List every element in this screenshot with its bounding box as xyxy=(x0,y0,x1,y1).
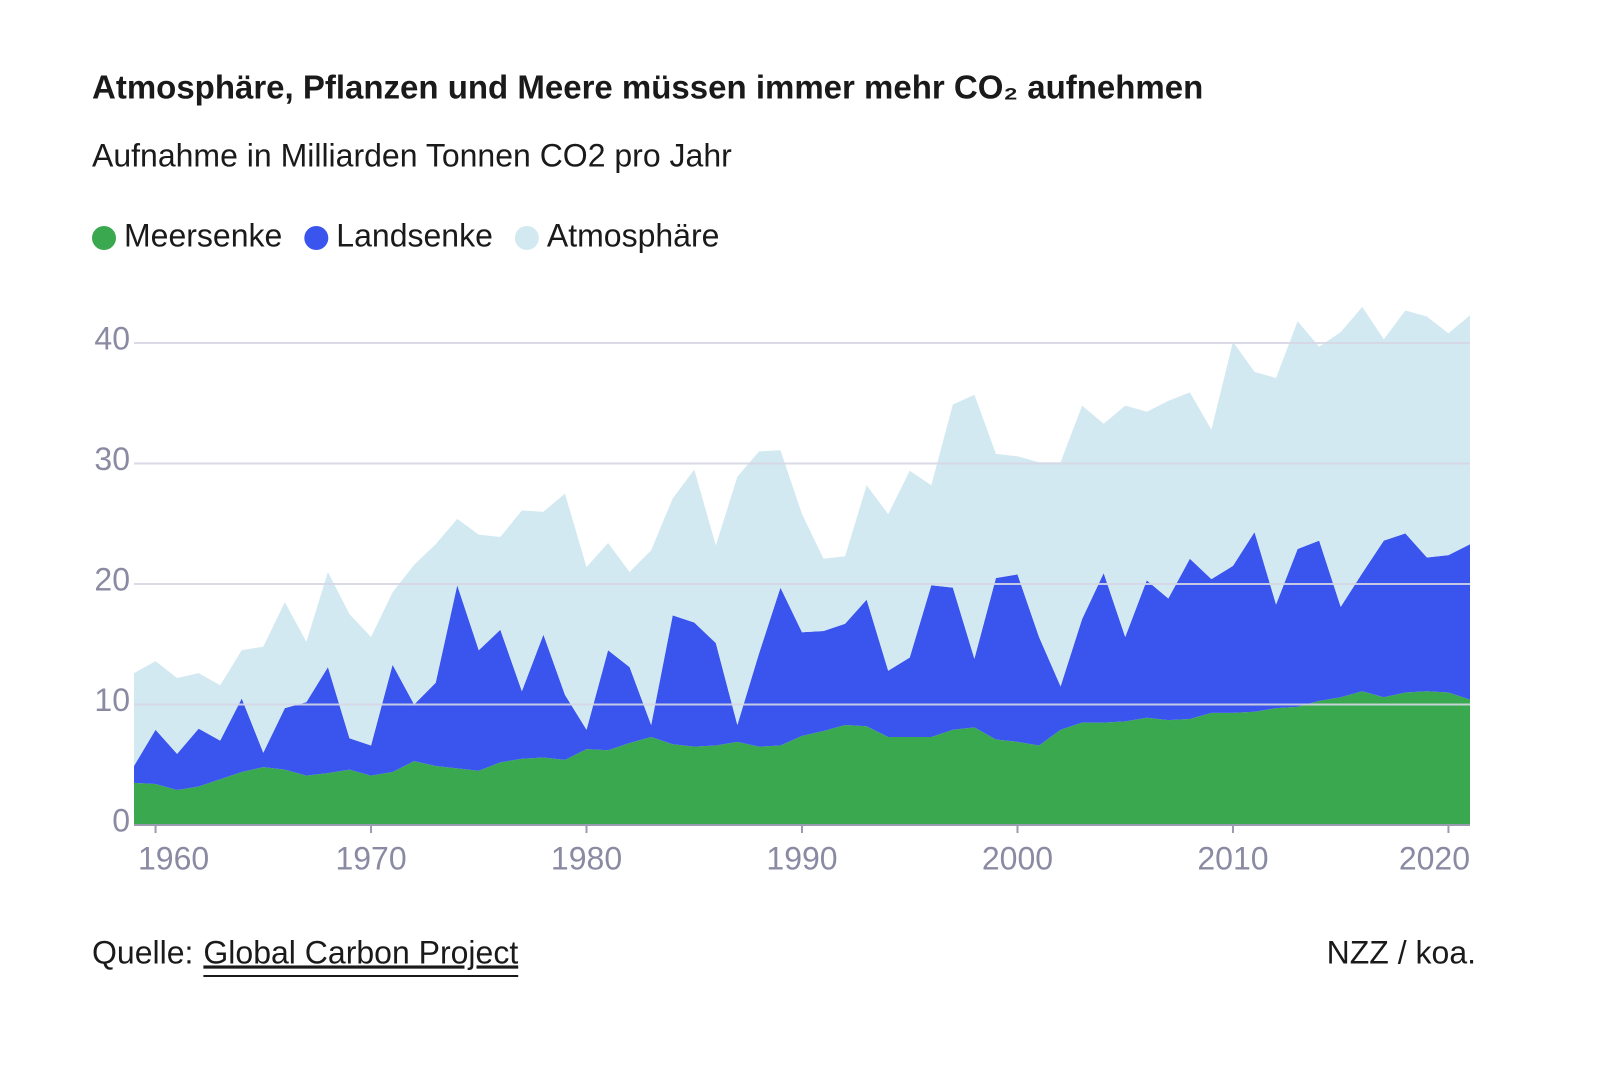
legend-label: Meersenke xyxy=(124,217,282,253)
area xyxy=(134,306,1470,766)
chart-title: Atmosphäre, Pflanzen und Meere müssen im… xyxy=(92,69,1203,106)
y-tick-label: 30 xyxy=(94,441,130,477)
legend: Meersenke Landsenke Atmosphäre xyxy=(92,217,719,253)
y-tick-label: 0 xyxy=(112,802,130,838)
x-tick-label: 2020 xyxy=(1399,840,1470,876)
source-label: Quelle: xyxy=(92,934,193,970)
x-tick-label: 1980 xyxy=(551,840,622,876)
legend-swatch xyxy=(514,226,539,250)
source-link[interactable]: Global Carbon Project xyxy=(203,934,518,970)
chart-subtitle: Aufnahme in Milliarden Tonnen CO2 pro Ja… xyxy=(92,137,732,173)
legend-label: Atmosphäre xyxy=(547,217,720,253)
y-tick-label: 20 xyxy=(94,561,130,597)
x-tick-label: 1960 xyxy=(138,840,209,876)
x-tick-label: 1990 xyxy=(766,840,837,876)
legend-label: Landsenke xyxy=(336,217,493,253)
plot-area xyxy=(134,306,1470,825)
area xyxy=(134,691,1470,825)
x-tick-label: 1970 xyxy=(335,840,406,876)
x-tick-label: 2000 xyxy=(982,840,1053,876)
legend-swatch xyxy=(92,226,116,250)
legend-swatch xyxy=(304,226,329,250)
area xyxy=(134,532,1470,791)
axes: 0 10 20 30 40 1960 1970 1980 1990 2000 2010 2020 xyxy=(94,320,1470,876)
y-tick-label: 40 xyxy=(94,320,130,356)
credit: NZZ / koa. xyxy=(1327,934,1476,970)
y-tick-label: 10 xyxy=(94,682,130,718)
x-tick-label: 2010 xyxy=(1197,840,1268,876)
